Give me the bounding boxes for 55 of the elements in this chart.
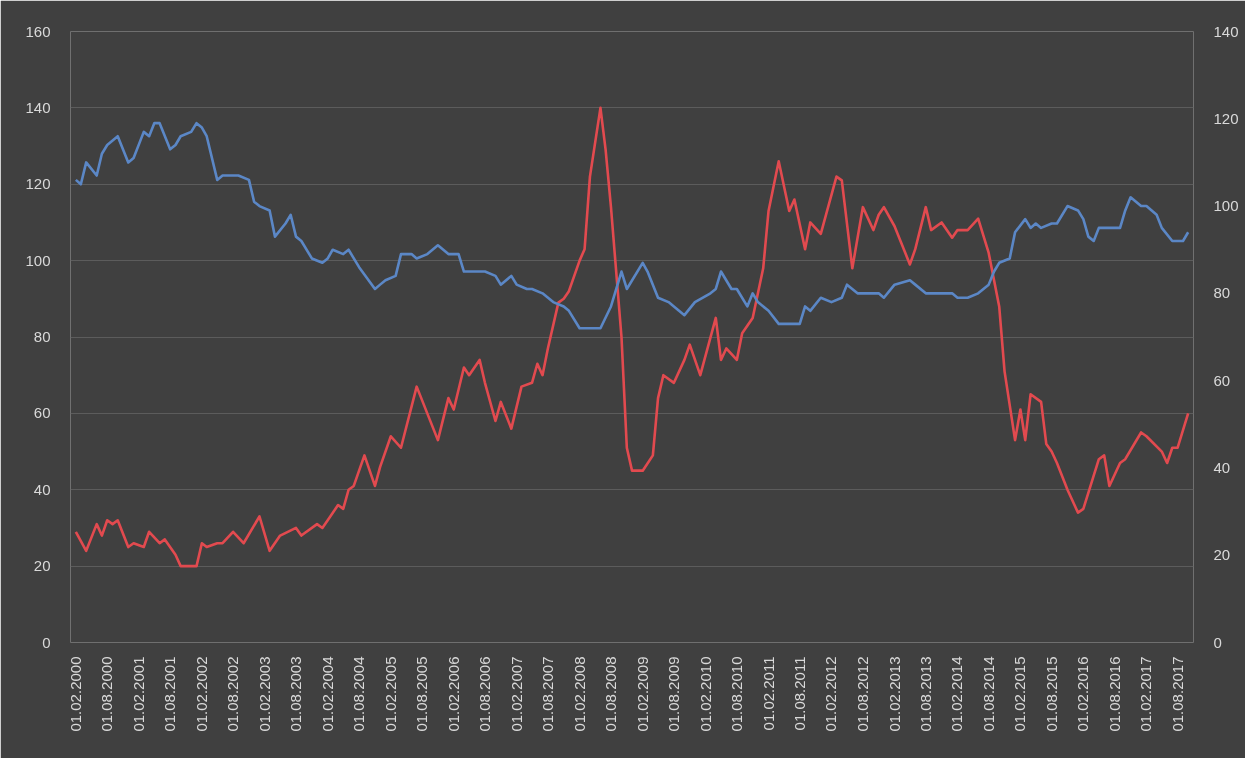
x-tick-label: 01.08.2005 — [413, 656, 431, 732]
x-tick-label: 01.08.2000 — [98, 656, 116, 732]
x-tick-label: 01.02.2017 — [1137, 656, 1155, 732]
x-tick-label: 01.02.2010 — [696, 656, 714, 732]
x-tick-label: 01.08.2004 — [350, 656, 368, 732]
x-tick-label: 01.02.2007 — [507, 656, 525, 732]
y-tick-label: 100 — [25, 251, 51, 269]
y-tick-label: 120 — [25, 175, 51, 193]
x-tick-label: 01.08.2012 — [853, 656, 871, 732]
y-tick-label: 160 — [25, 22, 51, 40]
y2-tick-label: 120 — [1213, 109, 1239, 127]
x-tick-label: 01.02.2016 — [1074, 656, 1092, 732]
x-tick-label: 01.02.2009 — [633, 656, 651, 732]
x-tick-label: 01.08.2002 — [224, 656, 242, 732]
y2-tick-label: 20 — [1213, 546, 1231, 564]
x-tick-label: 01.08.2015 — [1042, 656, 1060, 732]
x-tick-label: 01.08.2010 — [727, 656, 745, 732]
x-tick-label: 01.08.2006 — [475, 656, 493, 732]
x-tick-label: 01.02.2004 — [318, 656, 336, 732]
x-tick-label: 01.08.2008 — [601, 656, 619, 732]
x-tick-label: 01.08.2014 — [979, 656, 997, 732]
x-tick-label: 01.02.2005 — [381, 656, 399, 732]
x-tick-label: 01.08.2017 — [1168, 656, 1186, 732]
y2-tick-label: 0 — [1213, 633, 1222, 651]
y-tick-label: 80 — [33, 328, 51, 345]
y2-tick-label: 40 — [1213, 458, 1231, 476]
x-tick-label: 01.08.2003 — [287, 656, 304, 732]
x-tick-label: 01.02.2015 — [1011, 656, 1029, 732]
x-tick-label: 01.08.2007 — [538, 656, 556, 732]
x-tick-label: 01.02.2011 — [759, 656, 777, 731]
x-tick-label: 01.02.2002 — [192, 656, 210, 732]
y2-tick-label: 140 — [1213, 22, 1239, 40]
x-tick-label: 01.08.2011 — [790, 656, 808, 731]
line-series — [74, 106, 1190, 568]
x-tick-label: 01.02.2012 — [822, 656, 840, 732]
x-tick-label: 01.02.2003 — [255, 656, 273, 732]
y-tick-label: 40 — [33, 480, 51, 498]
y-tick-label: 60 — [33, 404, 51, 422]
line-series — [74, 121, 1190, 330]
x-tick-label: 01.02.2001 — [129, 656, 147, 732]
y2-tick-label: 60 — [1213, 371, 1231, 389]
x-tick-label: 01.02.2013 — [885, 656, 903, 732]
y2-tick-label: 100 — [1213, 197, 1239, 215]
y-tick-label: 0 — [42, 633, 51, 651]
x-tick-label: 01.08.2009 — [664, 656, 682, 732]
x-tick-label: 01.08.2001 — [161, 656, 179, 732]
x-tick-label: 01.08.2013 — [916, 656, 934, 732]
x-tick-label: 01.02.2006 — [444, 656, 462, 732]
y2-tick-label: 80 — [1213, 284, 1231, 302]
x-tick-label: 01.08.2016 — [1105, 656, 1123, 732]
y-tick-label: 20 — [33, 557, 51, 575]
y-tick-label: 140 — [25, 98, 51, 116]
x-tick-label: 01.02.2008 — [570, 656, 588, 732]
x-tick-label: 01.02.2014 — [948, 656, 966, 732]
x-tick-label: 01.02.2000 — [66, 656, 84, 732]
